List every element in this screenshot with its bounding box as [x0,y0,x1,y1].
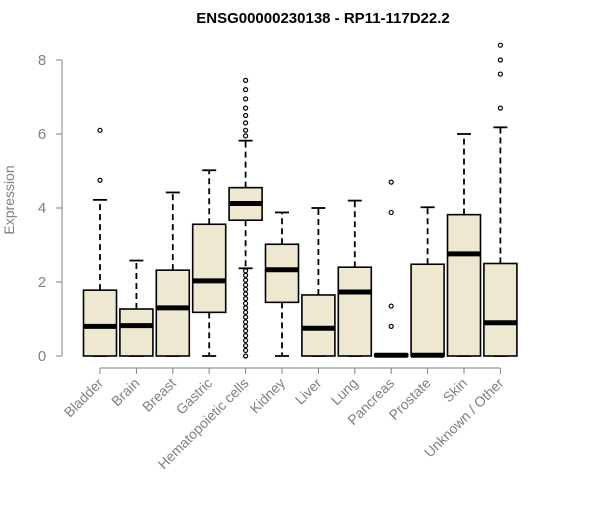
y-tick-label: 8 [38,52,46,69]
box-bladder [82,127,118,357]
box-brain [119,259,154,357]
box-iqr [446,213,482,357]
outlier-point [497,57,503,63]
box-iqr [483,262,518,357]
box-iqr [191,223,227,314]
outlier-point [243,333,249,339]
outlier-point [243,120,249,126]
box-kidney [264,211,300,357]
outlier-point [388,179,394,185]
outlier-point [243,77,249,83]
outlier-point [388,323,394,329]
x-tick-label: Kidney [247,375,289,417]
outlier-point [243,127,249,133]
outlier-point [243,323,249,329]
chart-title: ENSG00000230138 - RP11-117D22.2 [196,10,450,27]
box-lung [337,199,373,357]
y-axis-label: Expression [1,165,17,234]
box-iqr [337,266,373,357]
box-iqr [301,294,336,357]
outlier-point [388,209,394,216]
x-tick-label: Lung [328,375,361,408]
outlier-point [243,319,249,325]
outlier-point [497,71,503,77]
outlier-point [243,328,249,334]
box-gastric [191,169,227,357]
outlier-point [243,291,249,297]
x-tick-label: Bladder [61,375,107,421]
outlier-point [388,303,394,309]
outlier-point [243,309,249,315]
y-tick-label: 6 [38,126,46,143]
outlier-point [243,268,249,274]
outlier-point [243,337,249,344]
y-axis: 0 2 4 6 8 [38,52,63,365]
outlier-point [243,296,249,302]
boxes-group [82,42,518,359]
y-tick-label: 4 [38,200,46,217]
x-tick-label: Brain [108,375,142,409]
outlier-point [97,127,103,133]
outlier-point [243,300,249,307]
outlier-point [497,42,503,48]
outlier-point [97,177,103,183]
box-iqr [264,243,300,304]
x-tick-label: Skin [440,375,471,406]
outlier-point [243,347,249,354]
outlier-point [243,86,249,93]
outlier-point [243,286,249,292]
outlier-point [243,314,249,320]
x-tick-label: Liver [292,375,325,408]
box-iqr [119,308,154,357]
outlier-point [243,353,249,359]
y-tick-label: 2 [38,274,46,291]
box-iqr [155,269,191,357]
outlier-point [497,105,503,111]
outlier-point [243,343,249,349]
outlier-point [243,133,249,139]
outlier-point [243,272,249,278]
box-skin [446,133,482,357]
outlier-point [243,305,249,311]
outlier-point [243,112,249,119]
box-iqr [410,263,445,357]
box-prostate [410,206,445,358]
box-iqr [82,289,118,357]
box-breast [155,191,191,357]
y-tick-label: 0 [38,348,46,365]
box-unknown-other [483,42,518,357]
box-liver [301,207,336,357]
outlier-point [243,105,249,111]
box-pancreas [373,179,409,358]
outlier-point [243,282,249,288]
box-hematopoietic-cells [228,77,263,359]
outlier-point [243,96,249,102]
x-tick-label: Breast [139,375,179,415]
outlier-point [243,277,249,283]
